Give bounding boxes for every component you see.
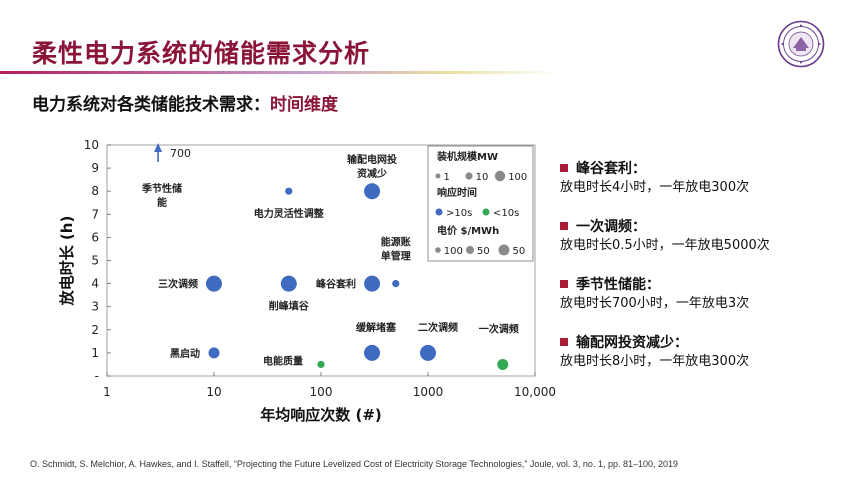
y-tick-label: 3 bbox=[91, 300, 99, 314]
y-tick-label: 10 bbox=[84, 138, 99, 152]
slide-subtitle: 电力系统对各类储能技术需求：时间维度 bbox=[32, 90, 338, 115]
point-label: 电能质量 bbox=[263, 354, 303, 367]
note-item: 输配网投资减少： 放电时长8小时，一年放电300次 bbox=[560, 334, 830, 372]
legend-label-capacity: 10 bbox=[476, 172, 489, 183]
point-label: 峰谷套利 bbox=[316, 278, 356, 291]
y-tick-label: 6 bbox=[91, 230, 99, 244]
notes-panel: 峰谷套利： 放电时长4小时，一年放电300次 一次调频： 放电时长0.5小时，一… bbox=[560, 160, 830, 392]
data-point bbox=[364, 275, 381, 292]
point-label: 单管理 bbox=[381, 250, 411, 263]
legend-label-response: >10s bbox=[446, 208, 472, 219]
point-label: 季节性储 bbox=[141, 182, 182, 195]
x-tick-label: 1000 bbox=[413, 385, 444, 399]
legend-label-capacity: 100 bbox=[508, 172, 527, 183]
y-tick-label: 1 bbox=[91, 346, 99, 360]
x-tick-label: 100 bbox=[310, 385, 333, 399]
y-tick-label: 4 bbox=[91, 277, 99, 291]
legend-title-response: 响应时间 bbox=[437, 186, 477, 199]
data-point bbox=[392, 280, 400, 288]
legend-label-capacity: 1 bbox=[444, 172, 450, 183]
subtitle-prefix: 电力系统对各类储能技术需求： bbox=[32, 95, 270, 115]
legend-label-price: 50 bbox=[477, 246, 490, 257]
legend-title-capacity: 装机规模MW bbox=[436, 150, 498, 163]
y-tick-label: - bbox=[95, 369, 99, 383]
legend-swatch-response bbox=[435, 208, 443, 216]
y-tick-label: 9 bbox=[91, 161, 99, 175]
slide-title: 柔性电力系统的储能需求分析 bbox=[32, 39, 371, 68]
data-point bbox=[317, 360, 325, 369]
bullet-square-icon bbox=[560, 222, 568, 230]
point-label: 二次调频 bbox=[418, 321, 458, 334]
note-title: 一次调频： bbox=[576, 219, 646, 235]
note-item: 季节性储能： 放电时长700小时，一年放电3次 bbox=[560, 276, 830, 314]
data-point bbox=[420, 344, 436, 361]
y-tick-label: 5 bbox=[91, 254, 99, 268]
note-item: 一次调频： 放电时长0.5小时，一年放电5000次 bbox=[560, 218, 830, 256]
point-label: 削峰填谷 bbox=[269, 300, 310, 313]
x-tick-label: 1 bbox=[103, 385, 111, 399]
university-seal-icon bbox=[777, 20, 825, 68]
legend-label-price: 50 bbox=[513, 246, 526, 257]
point-label: 一次调频 bbox=[479, 322, 519, 335]
note-title: 峰谷套利： bbox=[576, 161, 646, 177]
subtitle-highlight: 时间维度 bbox=[270, 95, 338, 115]
data-point bbox=[364, 183, 381, 200]
offscale-arrow-head bbox=[154, 143, 163, 152]
point-label: 三次调频 bbox=[158, 278, 198, 291]
data-point bbox=[285, 187, 293, 195]
point-label: 黑启动 bbox=[170, 347, 200, 360]
legend-swatch-price bbox=[435, 247, 441, 253]
note-desc: 放电时长700小时，一年放电3次 bbox=[560, 296, 750, 311]
note-desc: 放电时长8小时，一年放电300次 bbox=[560, 354, 750, 369]
data-point bbox=[206, 275, 222, 292]
data-point bbox=[280, 275, 297, 292]
title-underline bbox=[0, 71, 560, 74]
note-title: 输配网投资减少： bbox=[576, 335, 688, 351]
legend-label-price: 100 bbox=[444, 246, 463, 257]
note-title: 季节性储能： bbox=[576, 277, 660, 293]
y-tick-label: 2 bbox=[91, 323, 99, 337]
point-label: 输配电网投 bbox=[347, 153, 397, 166]
legend-swatch-price bbox=[466, 246, 474, 254]
bullet-square-icon bbox=[560, 164, 568, 172]
note-item: 峰谷套利： 放电时长4小时，一年放电300次 bbox=[560, 160, 830, 198]
y-tick-label: 7 bbox=[91, 207, 99, 221]
data-point bbox=[208, 347, 220, 359]
legend-title-price: 电价 $/MWh bbox=[437, 224, 499, 237]
note-desc: 放电时长0.5小时，一年放电5000次 bbox=[560, 238, 770, 253]
bullet-square-icon bbox=[560, 280, 568, 288]
legend-box bbox=[427, 145, 534, 262]
legend-swatch-capacity bbox=[435, 173, 441, 179]
data-point bbox=[497, 358, 509, 370]
x-axis-label: 年均响应次数 (#) bbox=[260, 406, 382, 424]
x-tick-label: 10 bbox=[206, 385, 221, 399]
y-tick-label: 8 bbox=[91, 184, 99, 198]
y-axis-label: 放电时长 (h) bbox=[58, 216, 76, 307]
legend-swatch-capacity bbox=[465, 172, 473, 180]
point-label: 电力灵活性调整 bbox=[254, 207, 324, 220]
legend-label-response: <10s bbox=[493, 208, 519, 219]
note-desc: 放电时长4小时，一年放电300次 bbox=[560, 180, 750, 195]
data-point bbox=[364, 344, 381, 361]
point-label: 缓解堵塞 bbox=[355, 321, 397, 334]
x-tick-label: 10,000 bbox=[514, 385, 556, 399]
legend-swatch-capacity bbox=[494, 170, 506, 182]
bullet-square-icon bbox=[560, 338, 568, 346]
legend-swatch-response bbox=[482, 208, 490, 216]
offscale-arrow-label: 700 bbox=[170, 147, 191, 160]
point-label: 能 bbox=[157, 196, 167, 209]
point-label: 能源账 bbox=[381, 236, 411, 249]
point-label: 资减少 bbox=[357, 167, 387, 180]
legend-swatch-price bbox=[498, 244, 510, 256]
reference-citation: O. Schmidt, S. Melchior, A. Hawkes, and … bbox=[30, 459, 679, 469]
